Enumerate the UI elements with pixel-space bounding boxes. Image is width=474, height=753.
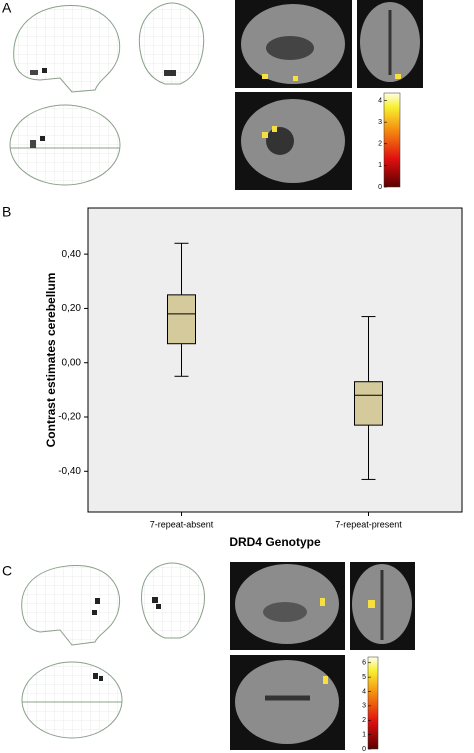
colorbar-tick-label: 4	[362, 688, 366, 695]
x-tick-label: 7-repeat-present	[335, 519, 402, 529]
colorbar-tick-label: 3	[362, 703, 366, 710]
mri-slices-c	[230, 562, 415, 750]
panel-label: C	[2, 563, 12, 579]
colorbar-tick-label: 2	[378, 141, 382, 148]
glass-brain-coronal	[138, 2, 205, 85]
box	[354, 381, 383, 426]
glass-brain-axial	[9, 104, 121, 186]
colorbar-tick-label: 1	[362, 731, 366, 738]
mri-slices-a	[235, 0, 423, 190]
colorbar-tick-label: 4	[378, 97, 382, 104]
colorbar-tick-label: 5	[362, 674, 366, 681]
glass-brain-axial	[21, 661, 123, 739]
colorbar-tick-label: 1	[378, 162, 382, 169]
y-axis-label: Contrast estimates cerebellum	[44, 273, 58, 448]
colorbar-tick-label: 0	[378, 184, 382, 191]
y-tick-label: 0,20	[62, 303, 82, 314]
y-tick-label: -0,20	[58, 412, 81, 423]
panel-label: B	[2, 204, 11, 220]
plot-area	[87, 207, 463, 513]
x-tick-label: 7-repeat-absent	[150, 519, 214, 529]
glass-brain-sagittal	[21, 565, 120, 646]
glass-brain-coronal	[141, 562, 205, 639]
glass-brain-sagittal	[13, 4, 121, 93]
y-tick-label: -0,40	[58, 466, 81, 477]
y-tick-label: 0,40	[62, 249, 82, 260]
colorbar	[383, 92, 401, 188]
y-tick-label: 0,00	[62, 357, 82, 368]
x-axis-label: DRD4 Genotype	[229, 535, 321, 549]
colorbar-tick-label: 0	[362, 746, 366, 753]
colorbar-tick-label: 2	[362, 717, 366, 724]
colorbar	[367, 656, 379, 750]
colorbar-tick-label: 3	[378, 119, 382, 126]
panel-label: A	[2, 0, 12, 16]
colorbar-tick-label: 6	[362, 660, 366, 667]
box	[167, 294, 196, 345]
